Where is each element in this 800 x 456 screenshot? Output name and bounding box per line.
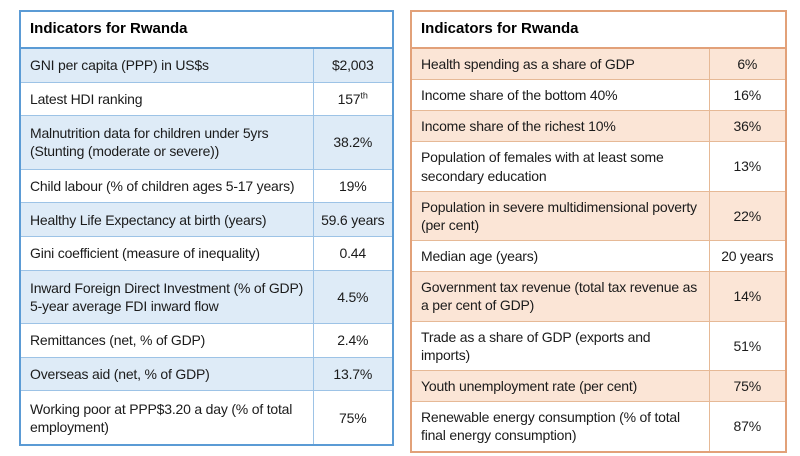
indicator-label: Population in severe multidimensional po… [411, 190, 709, 241]
table-body: GNI per capita (PPP) in US$s $2,003 Latest… [20, 47, 393, 445]
table-row: Malnutrition data for children under 5yr… [20, 115, 393, 170]
table-row: Health spending as a share of GDP 6% [411, 47, 786, 80]
indicator-label: Inward Foreign Direct Investment (% of G… [20, 269, 313, 324]
indicator-label: GNI per capita (PPP) in US$s [20, 47, 313, 82]
indicator-label: Renewable energy consumption (% of total… [411, 401, 709, 452]
indicator-label: Median age (years) [411, 240, 709, 272]
indicator-value: 38.2% [312, 115, 393, 170]
table-header-row: Indicators for Rwanda [20, 11, 393, 49]
table-row: Renewable energy consumption (% of total… [411, 401, 786, 452]
table-row: Income share of the richest 10% 36% [411, 110, 786, 142]
indicator-value: 13% [708, 141, 786, 192]
table-row: GNI per capita (PPP) in US$s $2,003 [20, 47, 393, 82]
indicator-value: 22% [708, 190, 786, 241]
indicator-label: Remittances (net, % of GDP) [20, 323, 313, 358]
indicator-value: 59.6 years [312, 202, 393, 237]
indicator-label: Population of females with at least some… [411, 141, 709, 192]
value-superscript: th [360, 90, 368, 101]
indicator-value: 75% [312, 390, 393, 445]
indicator-value: 87% [708, 401, 786, 452]
indicator-label: Healthy Life Expectancy at birth (years) [20, 202, 313, 237]
table-row: Healthy Life Expectancy at birth (years)… [20, 202, 393, 237]
table-row: Government tax revenue (total tax revenu… [411, 271, 786, 322]
indicators-table-orange: Indicators for Rwanda Health spending as… [410, 10, 787, 453]
table-row: Median age (years) 20 years [411, 240, 786, 272]
table-row: Child labour (% of children ages 5-17 ye… [20, 168, 393, 203]
table-row: Population in severe multidimensional po… [411, 190, 786, 241]
indicator-label: Health spending as a share of GDP [411, 47, 709, 80]
indicators-table-blue: Indicators for Rwanda GNI per capita (PP… [19, 10, 394, 446]
indicator-label: Gini coefficient (measure of inequality) [20, 235, 313, 271]
table-row: Inward Foreign Direct Investment (% of G… [20, 269, 393, 324]
table-body: Health spending as a share of GDP 6% Incom… [411, 47, 786, 452]
table-row: Gini coefficient (measure of inequality)… [20, 235, 393, 271]
indicator-label: Government tax revenue (total tax revenu… [411, 271, 709, 322]
table-row: Population of females with at least some… [411, 141, 786, 192]
indicator-value: 14% [708, 271, 786, 322]
table-row: Youth unemployment rate (per cent) 75% [411, 369, 786, 402]
indicator-value: 20 years [708, 240, 786, 272]
indicator-label: Latest HDI ranking [20, 81, 313, 116]
table-row: Overseas aid (net, % of GDP) 13.7% [20, 356, 393, 391]
indicator-value: 13.7% [312, 356, 393, 391]
table-row: Working poor at PPP$3.20 a day (% of tot… [20, 390, 393, 445]
indicator-value: 51% [708, 320, 786, 371]
table-row: Income share of the bottom 40% 16% [411, 78, 786, 111]
indicator-label: Overseas aid (net, % of GDP) [20, 356, 313, 391]
indicator-value: 19% [312, 168, 393, 203]
indicator-label: Income share of the bottom 40% [411, 78, 709, 111]
table-row: Trade as a share of GDP (exports and imp… [411, 320, 786, 371]
indicator-label: Youth unemployment rate (per cent) [411, 369, 709, 402]
indicator-label: Malnutrition data for children under 5yr… [20, 115, 313, 170]
table-title: Indicators for Rwanda [20, 11, 393, 49]
indicator-value: 2.4% [312, 323, 393, 358]
indicator-value: 4.5% [312, 269, 393, 324]
indicator-value: $2,003 [312, 47, 393, 82]
table-row: Latest HDI ranking 157th [20, 81, 393, 116]
table-title: Indicators for Rwanda [411, 11, 786, 49]
table-row: Remittances (net, % of GDP) 2.4% [20, 323, 393, 358]
indicator-label: Trade as a share of GDP (exports and imp… [411, 320, 709, 371]
indicator-value: 6% [708, 47, 786, 80]
indicator-value: 16% [708, 78, 786, 111]
indicator-value: 157th [312, 81, 393, 116]
indicator-label: Income share of the richest 10% [411, 110, 709, 142]
indicator-value: 75% [708, 369, 786, 402]
indicator-value: 0.44 [312, 235, 393, 271]
indicator-label: Child labour (% of children ages 5-17 ye… [20, 168, 313, 203]
indicator-label: Working poor at PPP$3.20 a day (% of tot… [20, 390, 313, 445]
indicator-value: 36% [708, 110, 786, 142]
table-header-row: Indicators for Rwanda [411, 11, 786, 49]
